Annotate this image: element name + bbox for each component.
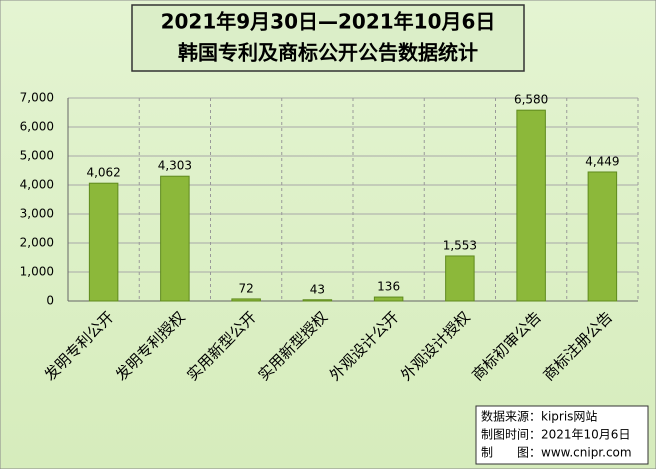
y-tick-label: 3,000: [20, 207, 54, 221]
y-tick-label: 5,000: [20, 149, 54, 163]
y-tick-label: 7,000: [20, 91, 54, 105]
value-label: 4,062: [86, 166, 120, 180]
note: 制图时间：2021年10月6日: [481, 428, 630, 442]
value-label: 72: [238, 281, 253, 295]
y-tick-label: 4,000: [20, 178, 54, 192]
chart-title: 2021年9月30日—2021年10月6日: [161, 10, 496, 34]
y-tick-label: 6,000: [20, 120, 54, 134]
chart-subtitle: 韩国专利及商标公开公告数据统计: [178, 41, 478, 65]
value-label: 43: [310, 282, 325, 296]
value-label: 4,303: [158, 159, 192, 173]
value-label: 4,449: [585, 154, 619, 168]
title-box: [131, 4, 525, 72]
y-tick-label: 0: [46, 294, 54, 308]
note-box: [475, 405, 649, 465]
bar: [445, 255, 475, 302]
bar: [302, 299, 333, 302]
bar: [516, 109, 546, 302]
value-label: 6,580: [514, 93, 548, 107]
bar: [587, 171, 618, 302]
bar: [231, 298, 261, 302]
bar: [160, 175, 190, 302]
value-label: 1,553: [443, 238, 477, 252]
y-tick-label: 2,000: [20, 236, 54, 250]
value-label: 136: [377, 280, 400, 294]
note: 数据来源：kipris网站: [481, 409, 597, 424]
bar: [373, 296, 404, 302]
note: 制 图：www.cnipr.com: [481, 446, 632, 460]
bar: [88, 182, 119, 302]
y-tick-label: 1,000: [20, 265, 54, 279]
